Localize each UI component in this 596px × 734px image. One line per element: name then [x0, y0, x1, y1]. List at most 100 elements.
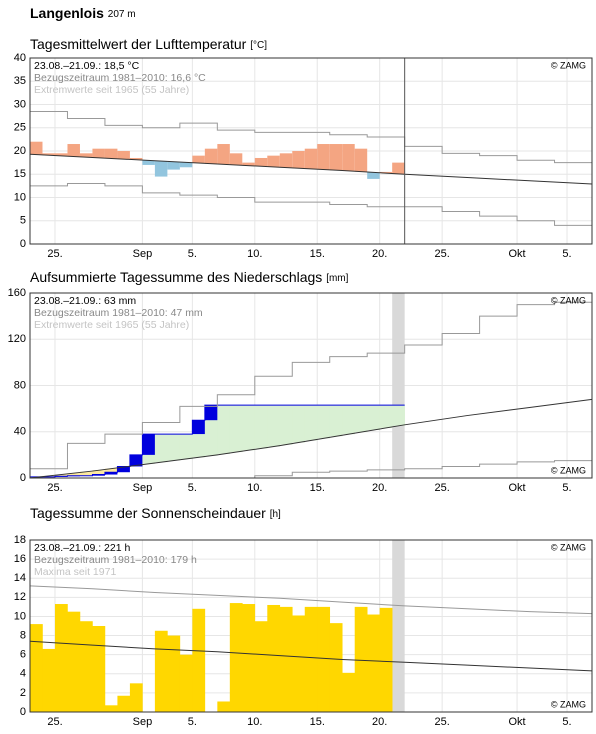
today-band	[392, 293, 404, 478]
y-tick-label: 80	[14, 379, 26, 391]
temp-bar	[292, 151, 304, 168]
credit: © ZAMG	[551, 542, 586, 552]
bar	[167, 636, 180, 712]
credit: © ZAMG	[551, 465, 586, 475]
x-tick-label: 5.	[562, 716, 571, 728]
daily-increment	[192, 420, 204, 434]
x-tick-label: 25.	[434, 482, 449, 494]
bar	[42, 649, 55, 712]
x-tick-label: 25.	[47, 482, 62, 494]
y-tick-label: 10	[14, 610, 26, 622]
temp-bar	[355, 149, 367, 172]
bar	[217, 701, 230, 712]
deviation-area	[355, 405, 368, 432]
note: Bezugszeitraum 1981–2010: 179 h	[34, 554, 197, 566]
bar	[330, 623, 343, 712]
temp-bar	[67, 144, 79, 157]
y-tick-label: 0	[20, 238, 26, 250]
chart-title-text: Tagesmittelwert der Lufttemperatur	[30, 36, 247, 52]
temp-bar	[217, 144, 229, 164]
temp-bar	[167, 162, 179, 170]
x-tick-label: 5.	[562, 482, 571, 494]
y-tick-label: 25	[14, 122, 26, 134]
temp-bar	[255, 158, 267, 166]
x-tick-label: 20.	[372, 716, 387, 728]
bar	[192, 609, 205, 712]
x-tick-label: Sep	[133, 248, 153, 260]
bar	[230, 603, 243, 712]
credit: © ZAMG	[551, 699, 586, 709]
credit: © ZAMG	[551, 295, 586, 305]
y-tick-label: 120	[8, 333, 26, 345]
deviation-area	[280, 405, 293, 444]
x-tick-label: 25.	[47, 248, 62, 260]
temp-bar	[180, 162, 192, 167]
bar	[180, 655, 193, 712]
note: 23.08.–21.09.: 18,5 °C	[34, 60, 140, 72]
unit: [°C]	[250, 40, 267, 51]
temp-bar	[367, 172, 379, 179]
bar	[255, 621, 268, 712]
temp-bar	[105, 149, 117, 159]
daily-increment	[142, 434, 154, 455]
temp-bar	[192, 156, 204, 163]
deviation-area	[180, 434, 193, 459]
x-tick-label: Okt	[509, 716, 526, 728]
bar	[380, 608, 393, 712]
temp-bar	[117, 151, 129, 159]
x-tick-label: 25.	[434, 716, 449, 728]
y-tick-label: 4	[20, 668, 26, 680]
note: 23.08.–21.09.: 63 mm	[34, 295, 136, 307]
x-tick-label: 5.	[188, 482, 197, 494]
credit: © ZAMG	[551, 60, 586, 70]
y-tick-label: 16	[14, 553, 26, 565]
x-tick-label: Sep	[133, 482, 153, 494]
deviation-area	[392, 405, 405, 426]
deviation-area	[242, 405, 255, 450]
y-tick-label: 0	[20, 472, 26, 484]
today-band	[392, 540, 404, 712]
bar	[130, 683, 143, 712]
bar	[30, 624, 43, 712]
chart-title-text: Aufsummierte Tagessumme des Niederschlag…	[30, 269, 322, 285]
temp-bar	[317, 144, 329, 170]
x-tick-label: 25.	[47, 716, 62, 728]
note: Extremwerte seit 1965 (55 Jahre)	[34, 319, 189, 331]
chart-title-text: Tagessumme der Sonnenscheindauer	[30, 505, 266, 521]
bar	[355, 607, 368, 712]
bar	[267, 605, 280, 712]
x-tick-label: Okt	[509, 482, 526, 494]
y-tick-label: 40	[14, 426, 26, 438]
deviation-area	[330, 405, 343, 436]
x-tick-label: Okt	[509, 248, 526, 260]
chart-title: Tagesmittelwert der Lufttemperatur [°C]	[30, 36, 267, 52]
y-tick-label: 10	[14, 191, 26, 203]
note: Extremwerte seit 1965 (55 Jahre)	[34, 84, 189, 96]
y-tick-label: 14	[14, 572, 26, 584]
chart-title: Aufsummierte Tagessumme des Niederschlag…	[30, 269, 349, 285]
deviation-area	[217, 405, 230, 454]
y-tick-label: 0	[20, 706, 26, 718]
bar	[117, 696, 130, 712]
y-tick-label: 5	[20, 215, 26, 227]
temp-bar	[92, 149, 104, 158]
bar	[305, 607, 318, 712]
y-tick-label: 15	[14, 168, 26, 180]
deviation-area	[367, 405, 380, 430]
deviation-area	[292, 405, 305, 442]
deviation-area	[167, 434, 180, 460]
deviation-area	[380, 405, 393, 428]
x-tick-label: 5.	[188, 248, 197, 260]
temp-bar	[230, 153, 242, 165]
temp-bar	[305, 149, 317, 169]
x-tick-label: 10.	[247, 248, 262, 260]
deviation-area	[317, 405, 330, 438]
deviation-area	[255, 405, 268, 448]
station-name: Langenlois	[30, 5, 104, 21]
note: Bezugszeitraum 1981–2010: 47 mm	[34, 307, 203, 319]
y-tick-label: 18	[14, 534, 26, 546]
deviation-area	[342, 405, 355, 434]
bar	[342, 673, 355, 712]
x-tick-label: 10.	[247, 716, 262, 728]
